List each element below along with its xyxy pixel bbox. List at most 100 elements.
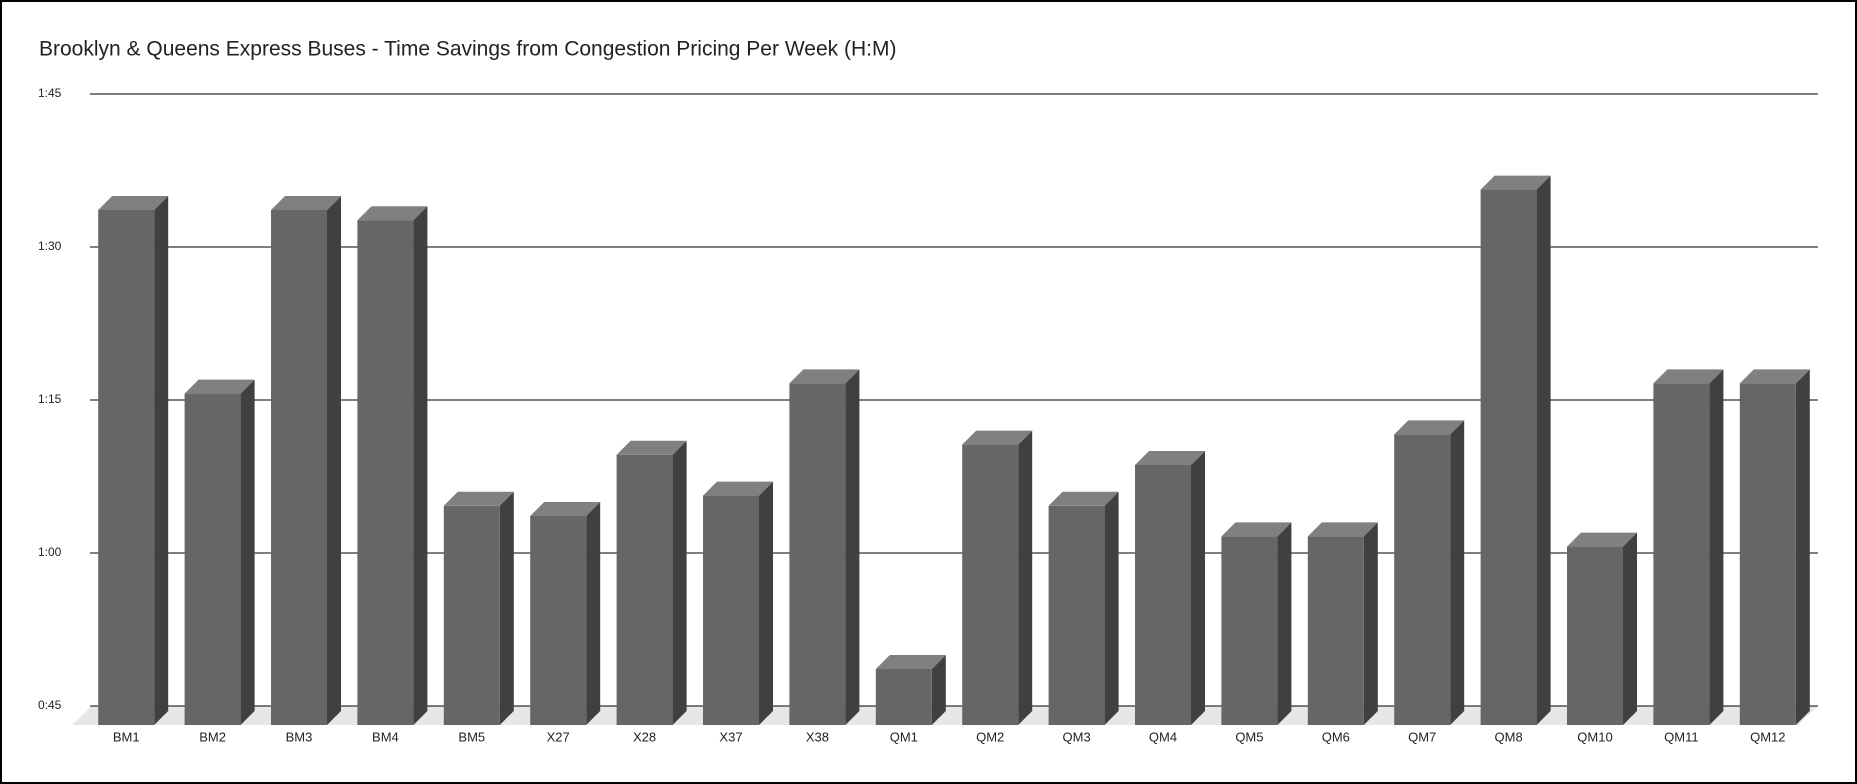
- bar-front: [1394, 434, 1451, 725]
- bar: [357, 206, 428, 725]
- bar: [1653, 369, 1724, 725]
- bar-front: [530, 516, 587, 725]
- bar-front: [789, 383, 846, 725]
- bar-front: [98, 210, 155, 725]
- bar-side: [1795, 369, 1810, 725]
- x-tick-label: QM12: [1750, 729, 1785, 744]
- x-tick-label: BM4: [372, 729, 399, 744]
- bar: [271, 196, 341, 725]
- bar-side: [413, 206, 428, 725]
- y-tick-label: 1:00: [38, 545, 62, 559]
- bar-side: [672, 440, 687, 725]
- bar-side: [240, 379, 255, 725]
- bar: [703, 481, 773, 725]
- x-tick-label: BM5: [458, 729, 485, 744]
- bar-top: [530, 502, 601, 516]
- bar-top: [875, 655, 946, 669]
- bar: [1048, 491, 1119, 725]
- bar-top: [443, 491, 514, 506]
- bar-top: [357, 206, 428, 221]
- bar-side: [586, 502, 601, 725]
- x-tick-label: QM6: [1322, 729, 1350, 744]
- bar: [184, 379, 255, 725]
- y-tick-label: 1:45: [38, 86, 62, 100]
- bar-front: [616, 454, 673, 725]
- x-tick-label: QM11: [1664, 729, 1698, 744]
- bar-top: [1653, 369, 1724, 384]
- bar-top: [1048, 491, 1119, 506]
- bar-side: [1277, 522, 1292, 725]
- bar-top: [98, 196, 169, 210]
- x-tick-label: X28: [633, 729, 656, 744]
- x-tick-label: BM3: [286, 729, 313, 744]
- bar-front: [1135, 465, 1191, 725]
- bar-top: [1221, 522, 1292, 537]
- bar: [530, 502, 601, 725]
- bar-top: [1135, 451, 1205, 465]
- x-tick-label: QM3: [1063, 729, 1091, 744]
- x-tick-label: X38: [806, 729, 829, 744]
- y-tick-label: 1:30: [38, 239, 62, 253]
- bar-front: [357, 220, 414, 725]
- bar-top: [1307, 522, 1378, 537]
- bar-side: [931, 655, 946, 725]
- bar-top: [1480, 175, 1551, 190]
- bar-side: [1709, 369, 1724, 725]
- x-tick-label: QM4: [1149, 729, 1177, 744]
- bar-front: [443, 505, 500, 725]
- bar: [1480, 175, 1551, 726]
- bar-top: [271, 196, 341, 210]
- bar-side: [1623, 532, 1637, 725]
- bar-side: [154, 196, 169, 725]
- y-tick-label: 1:15: [38, 392, 62, 406]
- x-tick-label: X37: [719, 729, 742, 744]
- bar-side: [327, 196, 341, 725]
- bar-front: [962, 444, 1019, 725]
- chart-title: Brooklyn & Queens Express Buses - Time S…: [39, 38, 896, 61]
- bar: [789, 369, 860, 725]
- x-tick-label: QM8: [1495, 729, 1523, 744]
- x-tick-label: BM1: [113, 729, 140, 744]
- bar-front: [1307, 536, 1364, 725]
- bar: [1135, 451, 1205, 725]
- bar: [98, 196, 169, 725]
- bar-top: [1739, 369, 1810, 384]
- bar-side: [499, 491, 514, 725]
- x-tick-label: QM2: [976, 729, 1004, 744]
- bar-top: [703, 481, 773, 496]
- bar-front: [1567, 546, 1623, 725]
- bar-side: [845, 369, 860, 725]
- bar: [1739, 369, 1810, 725]
- y-tick-label: 0:45: [38, 698, 62, 712]
- bar-side: [759, 481, 773, 725]
- bar-front: [875, 669, 932, 725]
- bar-top: [616, 440, 687, 455]
- bar: [443, 491, 514, 725]
- bar: [1221, 522, 1292, 725]
- x-tick-label: QM7: [1408, 729, 1436, 744]
- bar-front: [1653, 383, 1710, 725]
- x-tick-label: QM1: [890, 729, 918, 744]
- bar-front: [1048, 505, 1105, 725]
- bar: [875, 655, 946, 725]
- x-tick-label: QM5: [1235, 729, 1263, 744]
- bar-front: [703, 495, 759, 725]
- bar-side: [1018, 430, 1033, 725]
- bar: [962, 430, 1033, 725]
- x-tick-label: QM10: [1577, 729, 1612, 744]
- bar-front: [1739, 383, 1796, 725]
- bar-top: [789, 369, 860, 384]
- bar-top: [962, 430, 1033, 445]
- bar-side: [1104, 491, 1119, 725]
- bar-side: [1191, 451, 1205, 725]
- bar-top: [1394, 420, 1465, 435]
- bar-front: [271, 210, 327, 725]
- x-tick-label: BM2: [199, 729, 226, 744]
- bar: [1567, 532, 1637, 725]
- bar: [1394, 420, 1465, 725]
- x-tick-label: X27: [547, 729, 570, 744]
- bar-top: [1567, 532, 1637, 547]
- bar-front: [1480, 189, 1537, 726]
- bar: [1307, 522, 1378, 725]
